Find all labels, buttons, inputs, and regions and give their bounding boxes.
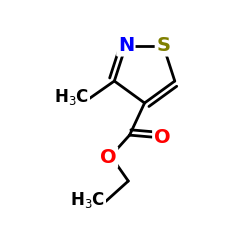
Text: O: O — [100, 148, 117, 167]
Text: H$_3$C: H$_3$C — [70, 190, 106, 210]
Text: H$_3$C: H$_3$C — [54, 87, 89, 107]
Text: S: S — [156, 36, 170, 55]
Text: N: N — [118, 36, 134, 55]
Text: O: O — [154, 128, 170, 147]
